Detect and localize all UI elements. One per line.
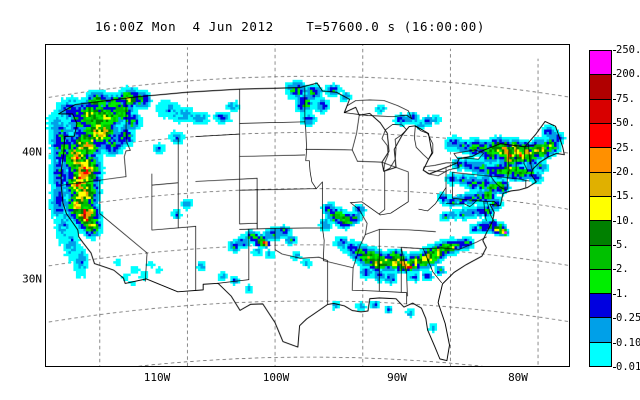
- colorbar-legend[interactable]: [589, 50, 612, 367]
- colorbar-band-2[interactable]: [590, 99, 611, 124]
- colorbar-band-12[interactable]: [590, 342, 611, 367]
- colorbar-tick-15: 15.: [616, 190, 635, 203]
- colorbar-tick-025: 0.25: [616, 312, 640, 325]
- colorbar-tick-mark-2: [613, 98, 616, 100]
- colorbar-tick-mark-7: [613, 220, 616, 222]
- colorbar-tick-mark-11: [613, 318, 616, 320]
- colorbar-tick-mark-0: [613, 50, 616, 51]
- colorbar-tick-mark-9: [613, 269, 616, 271]
- colorbar-band-11[interactable]: [590, 318, 611, 343]
- colorbar-tick-mark-10: [613, 293, 616, 295]
- colorbar-band-1[interactable]: [590, 75, 611, 100]
- colorbar-tick-mark-12: [613, 342, 616, 344]
- x-axis-tick-110w: 110W: [143, 371, 171, 384]
- colorbar-tick-010: 0.10: [616, 336, 640, 349]
- colorbar-tick-mark-13: [613, 367, 616, 368]
- colorbar-band-0[interactable]: [590, 51, 611, 76]
- colorbar-band-6[interactable]: [590, 196, 611, 222]
- y-axis-tick-40n: 40N: [22, 145, 42, 159]
- colorbar-tick-mark-6: [613, 196, 616, 198]
- colorbar-tick-200: 200.: [616, 68, 640, 81]
- colorbar-band-9[interactable]: [590, 269, 611, 295]
- colorbar-tick-5: 5.: [616, 239, 629, 252]
- colorbar-tick-1: 1.: [616, 287, 629, 300]
- colorbar-tick-250: 250.: [616, 44, 640, 56]
- colorbar-tick-50: 50.: [616, 117, 635, 130]
- colorbar-band-10[interactable]: [590, 294, 611, 319]
- precipitation-map-canvas[interactable]: [46, 45, 569, 366]
- colorbar-tick-2: 2.: [616, 263, 629, 276]
- x-axis-tick-90w: 90W: [387, 371, 407, 384]
- colorbar-tick-75: 75.: [616, 92, 635, 105]
- colorbar-tick-mark-5: [613, 171, 616, 173]
- colorbar-tick-20: 20.: [616, 165, 635, 178]
- colorbar-tick-mark-4: [613, 147, 616, 149]
- colorbar-band-5[interactable]: [590, 172, 611, 197]
- colorbar-band-3[interactable]: [590, 123, 611, 149]
- colorbar-band-8[interactable]: [590, 245, 611, 270]
- colorbar-tick-mark-8: [613, 245, 616, 247]
- colorbar-tick-labels: 250. 200. 75. 50. 25. 20. 15. 10. 5. 2. 1. 0.25 0.10…: [613, 44, 640, 373]
- map-plot-area[interactable]: [45, 44, 570, 367]
- page-title: 16:00Z Mon 4 Jun 2012 T=57600.0 s (16:00…: [94, 19, 486, 34]
- x-axis-tick-100w: 100W: [262, 371, 290, 384]
- y-axis-tick-30n: 30N: [22, 272, 42, 286]
- x-axis-tick-80w: 80W: [508, 371, 528, 384]
- colorbar-tick-25: 25.: [616, 141, 635, 154]
- colorbar-tick-mark-3: [613, 123, 616, 125]
- colorbar-tick-10: 10.: [616, 214, 635, 227]
- colorbar-band-4[interactable]: [590, 148, 611, 173]
- colorbar-band-7[interactable]: [590, 221, 611, 246]
- colorbar-tick-001: 0.01: [616, 361, 640, 373]
- colorbar-tick-mark-1: [613, 74, 616, 76]
